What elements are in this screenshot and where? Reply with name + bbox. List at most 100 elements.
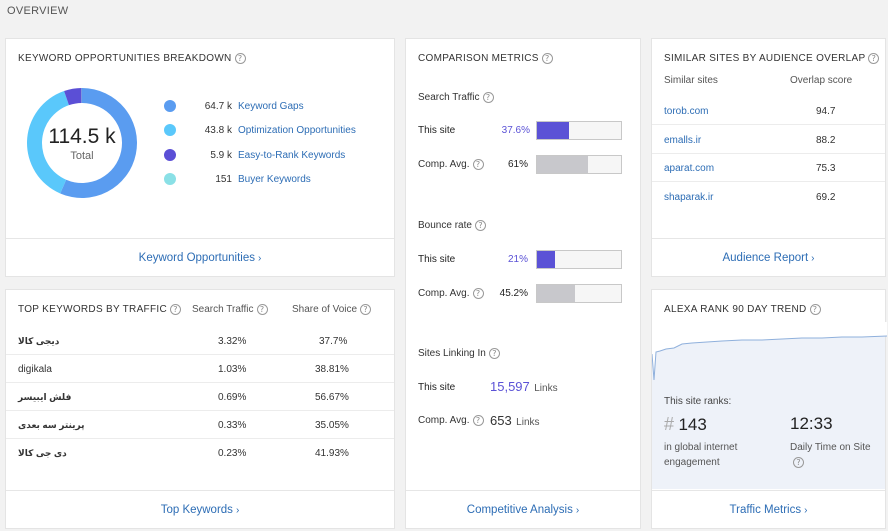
metric-label: Sites Linking In — [418, 348, 486, 360]
buyer-dot-icon — [164, 173, 176, 185]
help-icon[interactable]: ? — [793, 456, 804, 468]
card-footer: Competitive Analysis › — [406, 490, 640, 528]
keyword-traffic: 0.33% — [218, 420, 247, 431]
legend-value: 5.9 k — [210, 149, 232, 161]
footer-link-label: Competitive Analysis — [466, 503, 573, 516]
col-header-score: Overlap score — [790, 75, 853, 86]
chevron-right-icon: › — [575, 504, 580, 516]
overlap-score: 94.7 — [816, 106, 836, 117]
keyword-text[interactable]: فلش ایبیسر — [18, 392, 72, 402]
help-icon[interactable]: ? — [472, 159, 484, 170]
keyword-traffic: 1.03% — [218, 364, 247, 375]
help-icon[interactable]: ? — [868, 53, 880, 64]
this-site-bar — [536, 250, 622, 269]
keyword-row: فلش ایبیسر 0.69% 56.67% — [6, 383, 394, 411]
legend-link[interactable]: Easy-to-Rank Keywords — [238, 149, 346, 161]
sites-linking-label: Sites Linking In? — [418, 348, 500, 359]
help-icon[interactable]: ? — [169, 304, 181, 315]
bar-fill — [537, 122, 569, 139]
daily-time-caption: Daily Time on Site? — [790, 440, 880, 470]
help-icon[interactable]: ? — [474, 220, 486, 231]
comp-avg-label: Comp. Avg.? — [418, 159, 484, 170]
metric-label: Bounce rate — [418, 220, 472, 232]
keyword-voice: 35.05% — [315, 420, 349, 431]
chevron-right-icon: › — [258, 252, 262, 264]
overlap-score: 88.2 — [816, 135, 836, 146]
easy-to-rank-slice[interactable] — [64, 88, 82, 106]
comp-avg-bar — [536, 284, 622, 303]
optimization-dot-icon — [164, 124, 176, 136]
legend-keyword-gaps[interactable]: 64.7 k Keyword Gaps — [164, 99, 304, 113]
card-footer: Traffic Metrics › — [652, 490, 885, 528]
keyword-traffic: 0.69% — [218, 392, 247, 403]
card-title: TOP KEYWORDS BY TRAFFIC — [18, 304, 167, 316]
col-header-label: Share of Voice — [292, 304, 358, 316]
card-title: ALEXA RANK 90 DAY TREND — [664, 304, 807, 316]
legend-value: 151 — [215, 173, 232, 185]
help-icon[interactable]: ? — [482, 92, 494, 103]
keyword-text[interactable]: پرینتر سه بعدی — [18, 420, 85, 430]
site-link[interactable]: shaparak.ir — [664, 192, 714, 203]
card-title: KEYWORD OPPORTUNITIES BREAKDOWN — [18, 53, 232, 65]
keyword-text[interactable]: digikala — [18, 364, 52, 375]
site-link[interactable]: torob.com — [664, 106, 709, 117]
audience-report-link[interactable]: Audience Report › — [722, 252, 814, 264]
col-header-voice: Share of Voice? — [292, 304, 372, 316]
comparison-metrics-card: COMPARISON METRICS? Search Traffic? This… — [405, 38, 641, 529]
this-site-value: 21% — [507, 254, 528, 265]
similar-site-row: torob.com 94.7 — [652, 97, 885, 125]
footer-link-label: Traffic Metrics — [729, 503, 802, 516]
this-site-label: This site — [418, 254, 456, 265]
alexa-rank-card: ALEXA RANK 90 DAY TREND? This site ranks… — [651, 289, 887, 529]
card-footer: Top Keywords › — [6, 490, 394, 528]
traffic-metrics-link[interactable]: Traffic Metrics › — [730, 504, 808, 516]
keyword-voice: 41.93% — [315, 448, 349, 459]
rank-hash: # — [664, 414, 675, 434]
keyword-opportunities-link[interactable]: Keyword Opportunities › — [139, 252, 262, 264]
keyword-gaps-slice[interactable] — [60, 88, 138, 199]
global-rank: # 143 — [664, 414, 707, 435]
card-footer: Audience Report › — [652, 238, 885, 276]
top-keywords-link[interactable]: Top Keywords › — [161, 504, 240, 516]
ranks-label: This site ranks: — [664, 396, 732, 407]
rank-caption: in global internet engagement — [664, 442, 738, 468]
legend-buyer[interactable]: 151 Buyer Keywords — [164, 172, 311, 186]
legend-easy-to-rank[interactable]: 5.9 k Easy-to-Rank Keywords — [164, 148, 345, 162]
bar-fill — [537, 285, 575, 302]
keyword-breakdown-card: KEYWORD OPPORTUNITIES BREAKDOWN? 114.5 k… — [5, 38, 395, 277]
trend-panel: This site ranks: # 143 in global interne… — [652, 322, 887, 489]
legend-optimization[interactable]: 43.8 k Optimization Opportunities — [164, 123, 356, 137]
help-icon[interactable]: ? — [541, 53, 553, 64]
help-icon[interactable]: ? — [809, 304, 821, 315]
optimization-slice[interactable] — [27, 91, 69, 194]
help-icon[interactable]: ? — [472, 415, 484, 426]
help-icon[interactable]: ? — [256, 304, 268, 315]
col-header-sites: Similar sites — [664, 75, 718, 86]
competitive-analysis-link[interactable]: Competitive Analysis › — [467, 504, 579, 516]
chevron-right-icon: › — [235, 504, 240, 516]
daily-time-value: 12:33 — [790, 414, 833, 433]
overlap-score: 69.2 — [816, 192, 836, 203]
keyword-traffic: 0.23% — [218, 448, 247, 459]
legend-link[interactable]: Optimization Opportunities — [238, 124, 356, 136]
legend-link[interactable]: Keyword Gaps — [238, 100, 304, 112]
help-icon[interactable]: ? — [360, 304, 372, 315]
keyword-text[interactable]: دیجی کالا — [18, 336, 60, 346]
keyword-donut-chart — [27, 88, 138, 199]
card-title: SIMILAR SITES BY AUDIENCE OVERLAP — [664, 53, 866, 65]
comp-label: Comp. Avg. — [418, 288, 470, 300]
rank-value: 143 — [678, 415, 707, 434]
keyword-voice: 38.81% — [315, 364, 349, 375]
help-icon[interactable]: ? — [234, 53, 246, 64]
similar-site-row: shaparak.ir 69.2 — [652, 183, 885, 211]
site-link[interactable]: aparat.com — [664, 163, 715, 174]
legend-link[interactable]: Buyer Keywords — [238, 173, 311, 185]
help-icon[interactable]: ? — [488, 348, 500, 359]
this-site-label: This site — [418, 125, 456, 136]
site-link[interactable]: emalls.ir — [664, 135, 702, 146]
keyword-text[interactable]: دی جی کالا — [18, 448, 67, 458]
comp-avg-bar — [536, 155, 622, 174]
keyword-voice: 37.7% — [319, 336, 348, 347]
similar-sites-card: SIMILAR SITES BY AUDIENCE OVERLAP? Simil… — [651, 38, 886, 277]
help-icon[interactable]: ? — [472, 288, 484, 299]
